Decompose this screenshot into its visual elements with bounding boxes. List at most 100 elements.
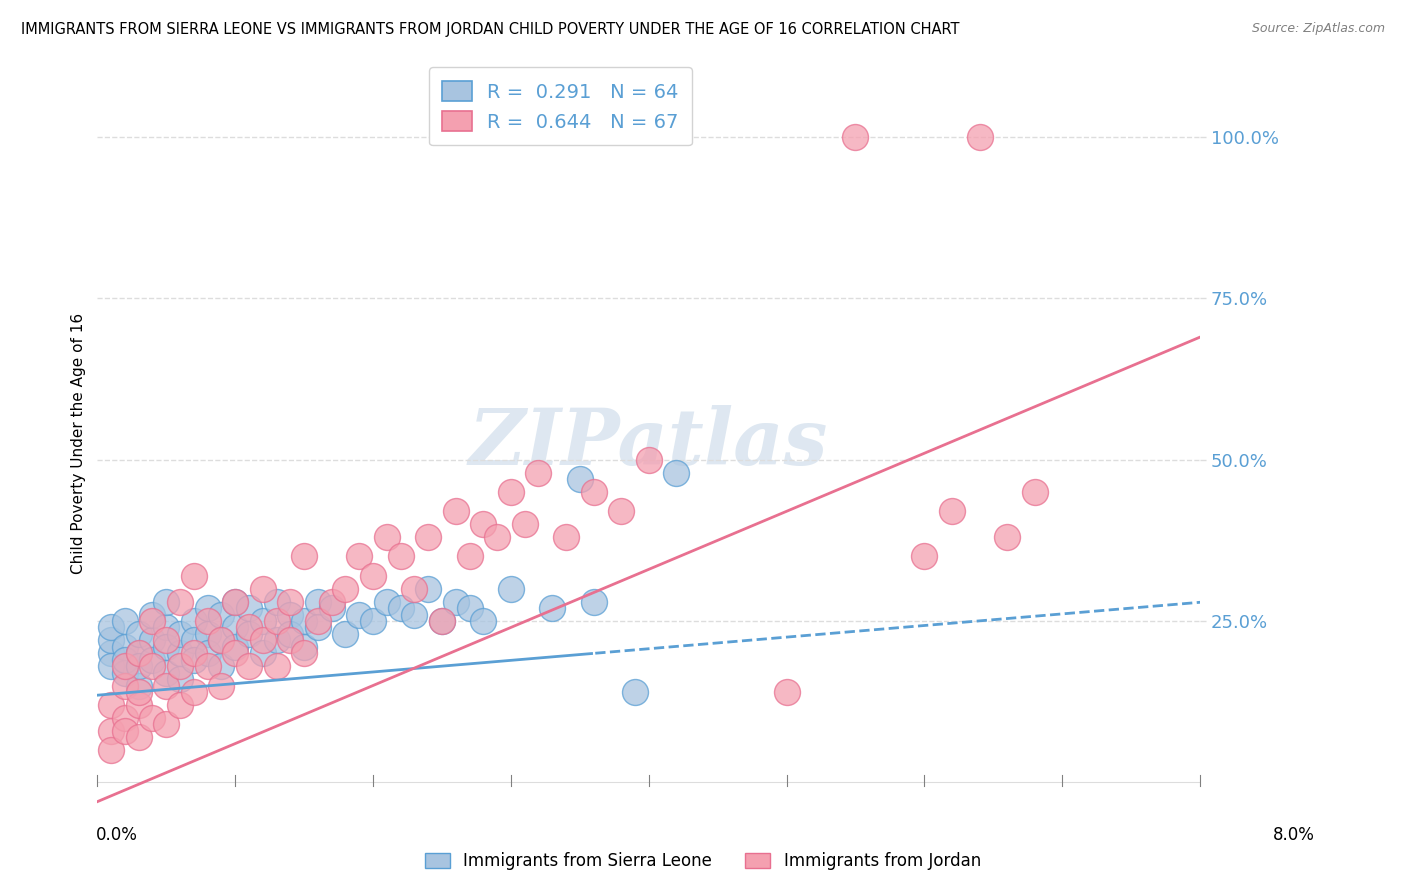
Point (209, 607, 232, 622)
Point (169, 659, 191, 673)
Text: ZIPatlas: ZIPatlas (470, 405, 828, 482)
Text: 8.0%: 8.0% (1272, 826, 1315, 844)
Point (610, 504, 633, 518)
Point (969, 130, 991, 145)
Point (100, 659, 122, 673)
Point (1024, 485, 1046, 500)
Point (624, 685, 647, 699)
Point (100, 620, 122, 634)
Point (321, 601, 343, 615)
Point (349, 607, 371, 622)
Point (155, 633, 177, 648)
Point (183, 685, 205, 699)
Point (169, 627, 191, 641)
Point (128, 659, 150, 673)
Point (252, 646, 274, 660)
Point (128, 730, 150, 744)
Point (209, 633, 232, 648)
Point (100, 633, 122, 648)
Point (389, 549, 412, 564)
Point (197, 614, 219, 628)
Point (458, 601, 481, 615)
Point (183, 633, 205, 648)
Point (238, 659, 260, 673)
Point (499, 485, 522, 500)
Point (941, 504, 963, 518)
Point (486, 530, 509, 544)
Point (375, 530, 398, 544)
Point (155, 665, 177, 680)
Point (444, 594, 467, 608)
Point (375, 594, 398, 608)
Point (307, 594, 329, 608)
Point (361, 614, 384, 628)
Point (582, 485, 605, 500)
Point (209, 679, 232, 693)
Point (114, 679, 136, 693)
Point (209, 633, 232, 648)
Point (278, 633, 301, 648)
Point (183, 614, 205, 628)
Point (418, 530, 440, 544)
Point (224, 620, 246, 634)
Point (278, 594, 301, 608)
Point (141, 614, 163, 628)
Point (128, 646, 150, 660)
Point (252, 582, 274, 596)
Point (335, 582, 357, 596)
Point (114, 665, 136, 680)
Point (183, 569, 205, 583)
Point (637, 452, 659, 467)
Legend: Immigrants from Sierra Leone, Immigrants from Jordan: Immigrants from Sierra Leone, Immigrants… (418, 846, 988, 877)
Text: 0.0%: 0.0% (96, 826, 138, 844)
Point (224, 594, 246, 608)
Point (209, 659, 232, 673)
Point (266, 594, 288, 608)
Point (513, 517, 536, 532)
Point (141, 633, 163, 648)
Point (141, 653, 163, 667)
Point (361, 569, 384, 583)
Point (155, 620, 177, 634)
Point (128, 698, 150, 712)
Point (266, 633, 288, 648)
Point (183, 653, 205, 667)
Point (197, 646, 219, 660)
Point (335, 627, 357, 641)
Point (665, 466, 688, 480)
Point (266, 614, 288, 628)
Point (252, 614, 274, 628)
Point (292, 640, 315, 654)
Point (292, 549, 315, 564)
Point (499, 582, 522, 596)
Point (292, 614, 315, 628)
Point (155, 594, 177, 608)
Point (912, 549, 935, 564)
Point (252, 633, 274, 648)
Point (183, 646, 205, 660)
Point (278, 627, 301, 641)
Y-axis label: Child Poverty Under the Age of 16: Child Poverty Under the Age of 16 (72, 313, 86, 574)
Point (430, 614, 453, 628)
Point (128, 646, 150, 660)
Point (224, 594, 246, 608)
Point (278, 607, 301, 622)
Point (995, 530, 1018, 544)
Point (155, 717, 177, 731)
Point (141, 607, 163, 622)
Point (100, 723, 122, 738)
Point (307, 620, 329, 634)
Point (141, 659, 163, 673)
Point (292, 646, 315, 660)
Point (155, 679, 177, 693)
Point (555, 530, 578, 544)
Point (114, 640, 136, 654)
Point (128, 627, 150, 641)
Point (404, 582, 426, 596)
Point (128, 679, 150, 693)
Point (100, 698, 122, 712)
Point (100, 646, 122, 660)
Point (430, 614, 453, 628)
Point (197, 627, 219, 641)
Point (238, 620, 260, 634)
